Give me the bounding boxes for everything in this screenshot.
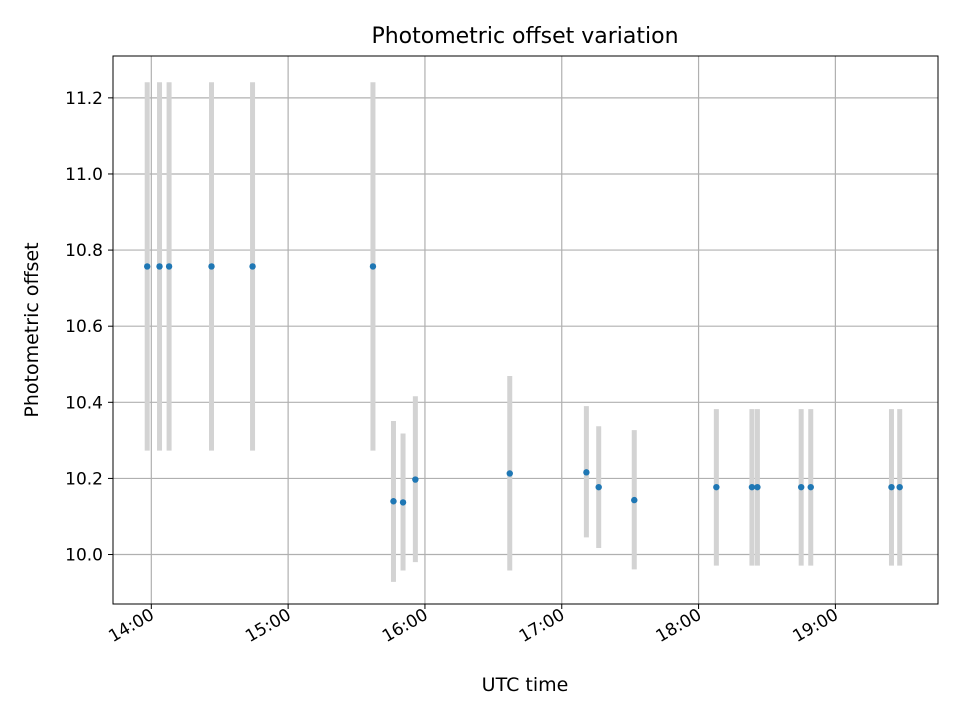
y-tick-label: 10.8 <box>65 241 103 261</box>
y-axis-label: Photometric offset <box>21 242 43 417</box>
data-point <box>249 263 256 270</box>
data-point <box>208 263 215 270</box>
data-point <box>412 476 419 483</box>
y-tick-label: 10.6 <box>65 317 103 337</box>
y-tick-label: 10.2 <box>65 469 103 489</box>
data-point <box>807 483 814 491</box>
y-tick-label: 11.2 <box>65 89 103 109</box>
data-point <box>748 483 756 491</box>
data-point <box>713 483 720 491</box>
data-point <box>506 470 513 477</box>
data-point <box>583 469 590 476</box>
data-point <box>888 483 895 491</box>
data-point <box>896 483 903 491</box>
data-point <box>595 483 602 491</box>
chart-title: Photometric offset variation <box>371 24 678 49</box>
data-points <box>144 263 903 506</box>
y-axis: 10.0 10.2 10.4 10.6 10.8 11.0 11.2 <box>65 89 113 566</box>
data-point <box>631 496 638 504</box>
data-point <box>797 483 805 491</box>
data-point <box>369 263 377 270</box>
data-point <box>165 263 173 270</box>
data-point <box>156 263 163 270</box>
data-point <box>399 499 407 506</box>
y-tick-label: 10.4 <box>65 393 103 413</box>
plot-frame <box>112 55 939 605</box>
y-tick-label: 10.0 <box>65 546 103 566</box>
data-point <box>754 483 761 491</box>
data-point <box>390 498 397 505</box>
x-axis-label: UTC time <box>482 674 569 696</box>
data-point <box>144 263 151 270</box>
y-tick-label: 11.0 <box>65 165 103 185</box>
